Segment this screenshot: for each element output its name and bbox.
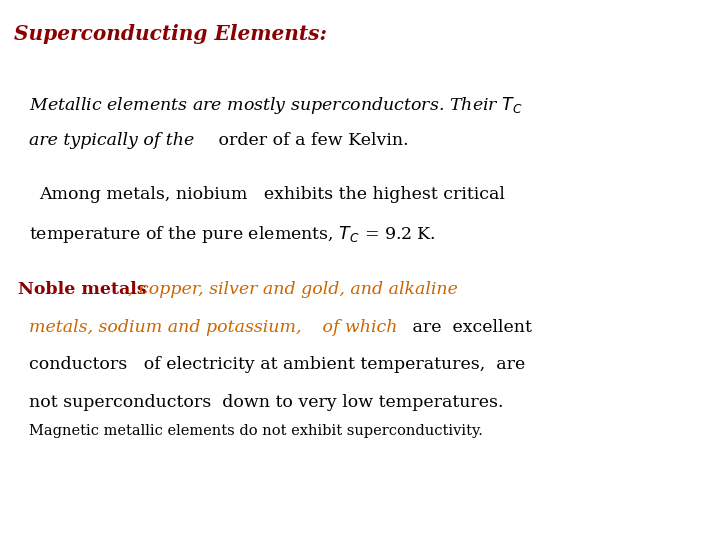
Text: Superconducting Elements:: Superconducting Elements: [14, 24, 328, 44]
Text: Metallic elements are mostly superconductors. Their $T_C$: Metallic elements are mostly superconduc… [29, 94, 523, 116]
Text: Magnetic metallic elements do not exhibit superconductivity.: Magnetic metallic elements do not exhibi… [29, 424, 482, 438]
Text: , copper, silver and gold, and alkaline: , copper, silver and gold, and alkaline [128, 281, 458, 298]
Text: not superconductors  down to very low temperatures.: not superconductors down to very low tem… [29, 394, 503, 411]
Text: Noble metals: Noble metals [18, 281, 147, 298]
Text: are  excellent: are excellent [407, 319, 531, 335]
Text: conductors   of electricity at ambient temperatures,  are: conductors of electricity at ambient tem… [29, 356, 525, 373]
Text: of which: of which [317, 319, 397, 335]
Text: Among metals, niobium   exhibits the highest critical: Among metals, niobium exhibits the highe… [40, 186, 505, 203]
Text: order of a few Kelvin.: order of a few Kelvin. [213, 132, 409, 149]
Text: temperature of the pure elements, $T_C$ = 9.2 K.: temperature of the pure elements, $T_C$ … [29, 224, 436, 245]
Text: are typically of the: are typically of the [29, 132, 194, 149]
Text: metals, sodium and potassium,: metals, sodium and potassium, [29, 319, 301, 335]
